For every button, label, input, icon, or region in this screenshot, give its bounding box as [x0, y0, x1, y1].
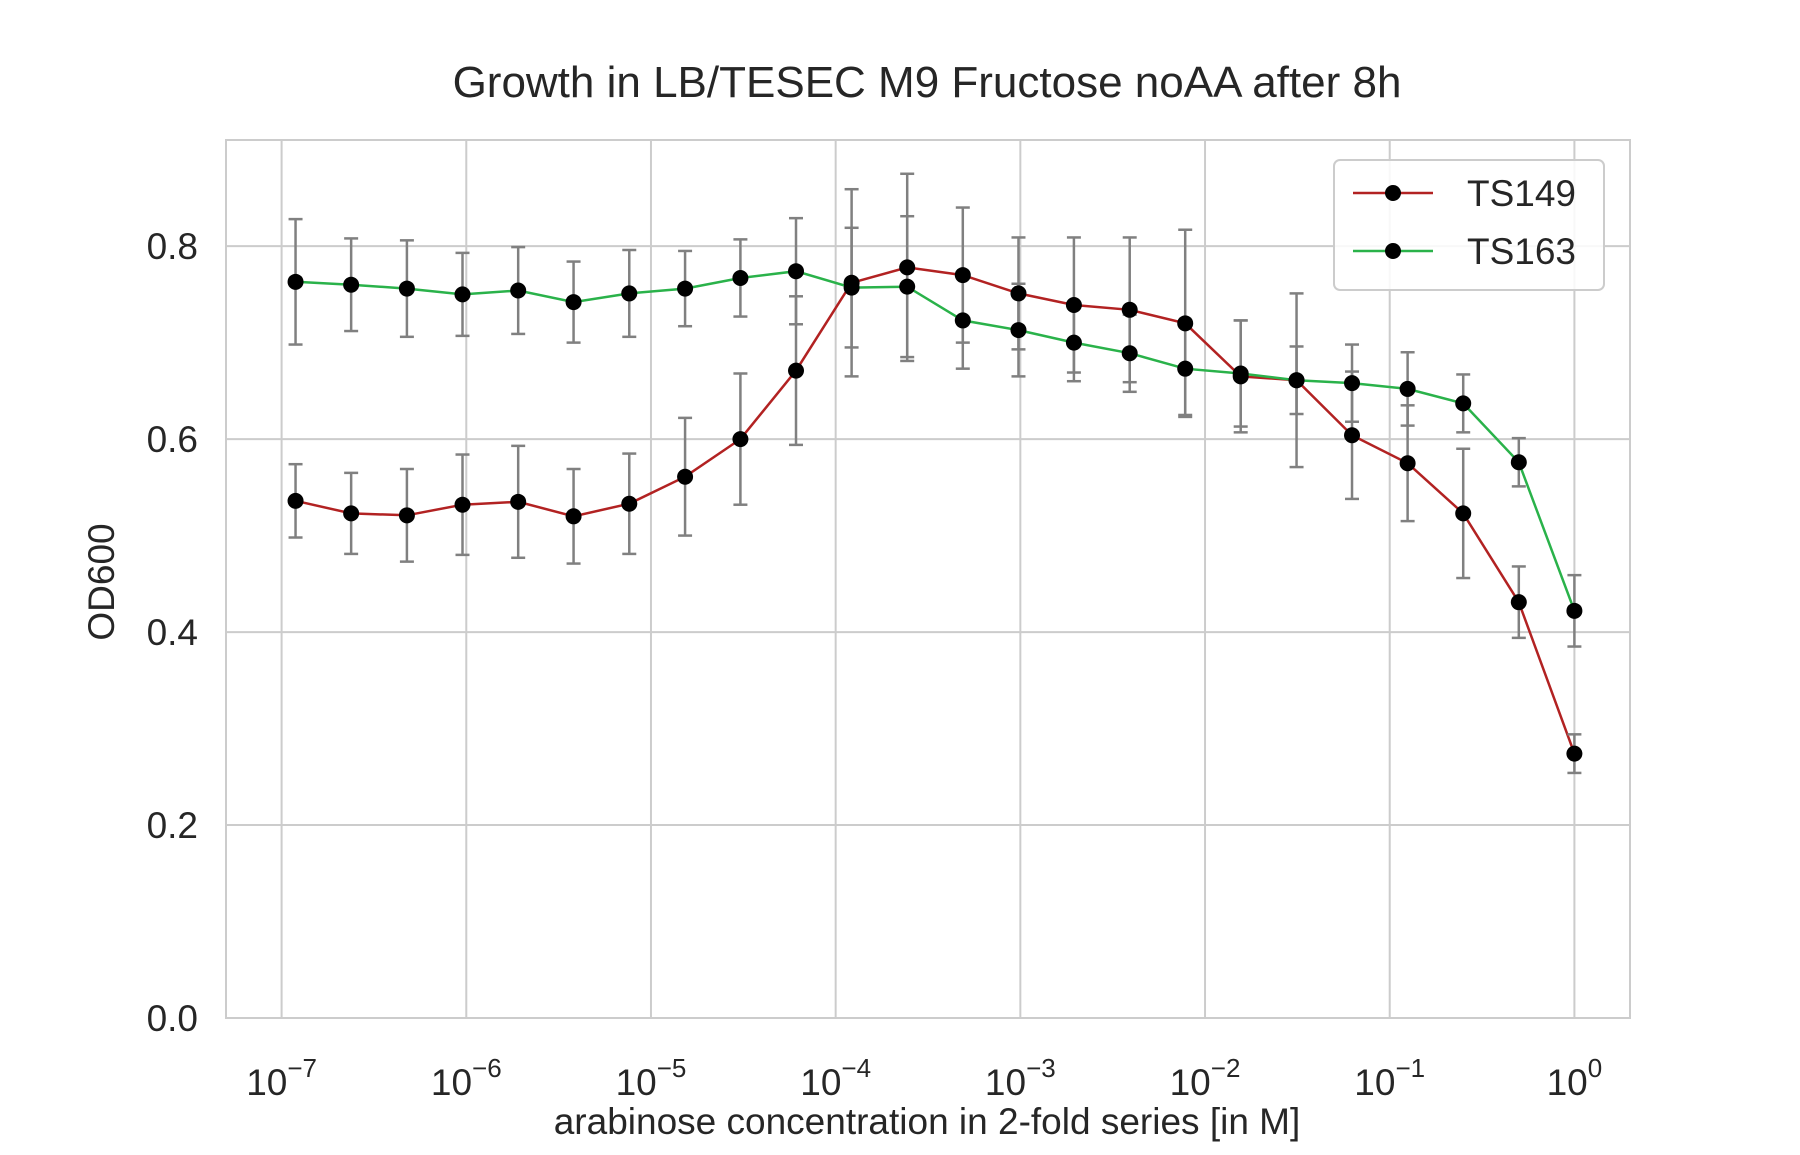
data-point-ts163: [1510, 454, 1527, 471]
data-point-ts163: [1121, 345, 1138, 362]
data-point-ts149: [1177, 315, 1194, 332]
x-tick-label: 10−4: [800, 1053, 871, 1103]
x-tick-label: 10−2: [1170, 1053, 1241, 1103]
data-point-ts163: [1566, 602, 1583, 619]
data-point-ts163: [510, 282, 527, 299]
data-point-ts163: [1010, 322, 1027, 339]
data-point-ts163: [398, 280, 415, 297]
data-point-ts163: [677, 280, 694, 297]
data-point-ts163: [899, 278, 916, 295]
legend-marker-ts149: [1385, 185, 1401, 201]
x-tick-label: 10−7: [246, 1053, 317, 1103]
data-point-ts149: [788, 362, 805, 379]
axis-layer: 10−7 10−6 10−5 10−4 10−3 10−2 10−1 100 0.0 0.2 0.4…: [147, 139, 1631, 1103]
data-point-ts149: [1455, 505, 1472, 522]
data-point-ts149: [343, 505, 360, 522]
data-point-ts149: [1344, 427, 1361, 444]
data-point-ts149: [1065, 296, 1082, 313]
y-tick-label: 0.0: [147, 998, 198, 1039]
y-tick-label: 0.4: [147, 612, 198, 653]
data-point-ts149: [1121, 301, 1138, 318]
plot-frame: [225, 139, 1631, 1019]
data-point-ts163: [1177, 360, 1194, 377]
data-point-ts149: [732, 431, 749, 448]
data-point-ts163: [621, 285, 638, 302]
data-point-ts163: [1344, 375, 1361, 392]
data-point-ts163: [1065, 334, 1082, 351]
data-point-ts163: [1232, 365, 1249, 382]
legend-label-ts163: TS163: [1467, 231, 1576, 272]
data-point-ts163: [287, 273, 304, 290]
data-point-ts149: [1010, 285, 1027, 302]
legend-label-ts149: TS149: [1467, 173, 1576, 214]
data-point-ts149: [677, 468, 694, 485]
y-axis-label: OD600: [81, 523, 122, 640]
data-point-ts163: [732, 269, 749, 286]
x-tick-label: 10−6: [431, 1053, 502, 1103]
data-point-ts163: [954, 312, 971, 329]
x-tick-label: 100: [1547, 1053, 1603, 1103]
data-point-ts149: [899, 259, 916, 276]
data-point-ts149: [1510, 594, 1527, 611]
data-point-ts163: [343, 276, 360, 293]
data-point-ts149: [510, 493, 527, 510]
chart-title: Growth in LB/TESEC M9 Fructose noAA afte…: [453, 58, 1402, 107]
data-point-ts149: [621, 495, 638, 512]
data-point-ts163: [1288, 372, 1305, 389]
y-tick-label: 0.6: [147, 419, 198, 460]
data-point-ts149: [565, 508, 582, 525]
data-point-ts149: [1399, 455, 1416, 472]
data-point-ts163: [788, 263, 805, 280]
series-line-ts163: [295, 269, 1576, 612]
data-point-ts163: [1455, 395, 1472, 412]
data-point-ts149: [287, 492, 304, 509]
data-point-ts163: [454, 286, 471, 303]
y-tick-label: 0.8: [147, 226, 198, 267]
series-layer: [287, 172, 1583, 775]
x-tick-label: 10−1: [1354, 1053, 1425, 1103]
x-axis-label: arabinose concentration in 2-fold series…: [554, 1101, 1301, 1142]
series-line-ts149: [295, 266, 1576, 755]
x-tick-label: 10−3: [985, 1053, 1056, 1103]
data-point-ts149: [1566, 745, 1583, 762]
data-point-ts163: [1399, 380, 1416, 397]
legend: TS149 TS163: [1333, 159, 1605, 291]
x-tick-label: 10−5: [616, 1053, 687, 1103]
y-tick-label: 0.2: [147, 805, 198, 846]
data-point-ts149: [398, 507, 415, 524]
data-point-ts149: [454, 496, 471, 513]
data-point-ts163: [843, 279, 860, 296]
data-point-ts149: [954, 267, 971, 284]
data-point-ts163: [565, 294, 582, 311]
legend-marker-ts163: [1385, 243, 1401, 259]
